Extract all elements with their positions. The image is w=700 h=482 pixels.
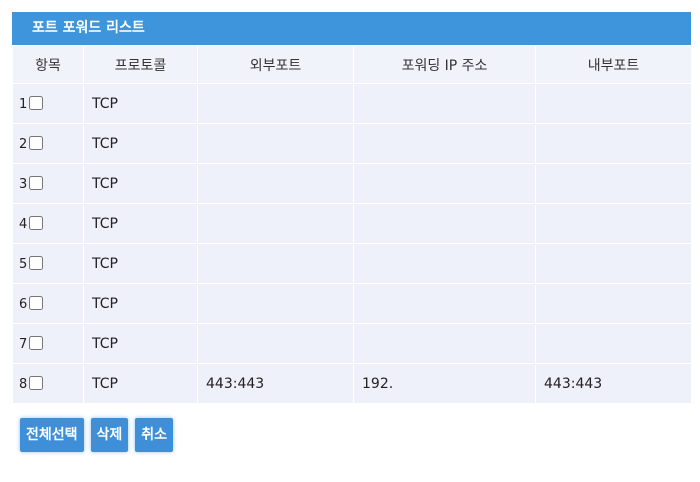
row-checkbox[interactable] — [29, 215, 44, 230]
header-forward-ip: 포워딩 IP 주소 — [353, 45, 536, 84]
row-number: 4 — [19, 216, 28, 232]
internal-port-cell — [535, 203, 692, 244]
external-port-cell — [197, 83, 354, 124]
forward-ip-cell — [353, 163, 536, 204]
internal-port-cell: 443:443 — [535, 363, 692, 404]
row-checkbox[interactable] — [29, 255, 44, 270]
item-cell: 7 — [12, 323, 84, 364]
table-row: 6 TCP — [12, 283, 692, 324]
header-external-port: 외부포트 — [197, 45, 354, 84]
row-checkbox[interactable] — [29, 95, 44, 110]
external-port-cell: 443:443 — [197, 363, 354, 404]
table-header: 항목 프로토콜 외부포트 포워딩 IP 주소 내부포트 — [12, 45, 692, 84]
internal-port-cell — [535, 163, 692, 204]
row-number: 3 — [19, 176, 28, 192]
port-forward-list: 포트 포워드 리스트 항목 프로토콜 외부포트 포워딩 IP 주소 내부포트 1… — [12, 12, 692, 404]
protocol-cell: TCP — [83, 243, 198, 284]
row-number: 1 — [19, 96, 28, 112]
protocol-cell: TCP — [83, 203, 198, 244]
table-row: 7 TCP — [12, 323, 692, 364]
row-number: 8 — [19, 376, 28, 392]
list-title: 포트 포워드 리스트 — [12, 12, 691, 45]
table-row: 5 TCP — [12, 243, 692, 284]
forward-ip-cell — [353, 203, 536, 244]
internal-port-cell — [535, 83, 692, 124]
external-port-cell — [197, 243, 354, 284]
forward-ip-cell — [353, 283, 536, 324]
table-row: 1 TCP — [12, 83, 692, 124]
row-number: 7 — [19, 336, 28, 352]
row-checkbox[interactable] — [29, 135, 44, 150]
protocol-cell: TCP — [83, 163, 198, 204]
forward-ip-cell — [353, 243, 536, 284]
item-cell: 3 — [12, 163, 84, 204]
header-item: 항목 — [12, 45, 84, 84]
header-protocol: 프로토콜 — [83, 45, 198, 84]
protocol-cell: TCP — [83, 283, 198, 324]
forward-ip-cell — [353, 83, 536, 124]
table-row: 4 TCP — [12, 203, 692, 244]
delete-button[interactable]: 삭제 — [90, 418, 129, 452]
forward-ip-cell — [353, 123, 536, 164]
internal-port-cell — [535, 283, 692, 324]
row-checkbox[interactable] — [29, 375, 44, 390]
row-number: 6 — [19, 296, 28, 312]
protocol-cell: TCP — [83, 83, 198, 124]
item-cell: 8 — [12, 363, 84, 404]
row-checkbox[interactable] — [29, 335, 44, 350]
row-number: 2 — [19, 136, 28, 152]
table-row: 3 TCP — [12, 163, 692, 204]
table-row: 2 TCP — [12, 123, 692, 164]
protocol-cell: TCP — [83, 363, 198, 404]
internal-port-cell — [535, 243, 692, 284]
external-port-cell — [197, 123, 354, 164]
external-port-cell — [197, 163, 354, 204]
cancel-button[interactable]: 취소 — [135, 418, 174, 452]
port-forward-table: 항목 프로토콜 외부포트 포워딩 IP 주소 내부포트 1 TCP 2 TCP … — [12, 45, 692, 404]
select-all-button[interactable]: 전체선택 — [20, 418, 84, 452]
item-cell: 1 — [12, 83, 84, 124]
item-cell: 4 — [12, 203, 84, 244]
header-internal-port: 내부포트 — [535, 45, 692, 84]
protocol-cell: TCP — [83, 323, 198, 364]
protocol-cell: TCP — [83, 123, 198, 164]
forward-ip-cell — [353, 323, 536, 364]
row-checkbox[interactable] — [29, 175, 44, 190]
external-port-cell — [197, 203, 354, 244]
external-port-cell — [197, 283, 354, 324]
item-cell: 2 — [12, 123, 84, 164]
table-row: 8 TCP 443:443 192. 443:443 — [12, 363, 692, 404]
row-checkbox[interactable] — [29, 295, 44, 310]
internal-port-cell — [535, 123, 692, 164]
forward-ip-cell: 192. — [353, 363, 536, 404]
item-cell: 6 — [12, 283, 84, 324]
row-number: 5 — [19, 256, 28, 272]
item-cell: 5 — [12, 243, 84, 284]
external-port-cell — [197, 323, 354, 364]
internal-port-cell — [535, 323, 692, 364]
